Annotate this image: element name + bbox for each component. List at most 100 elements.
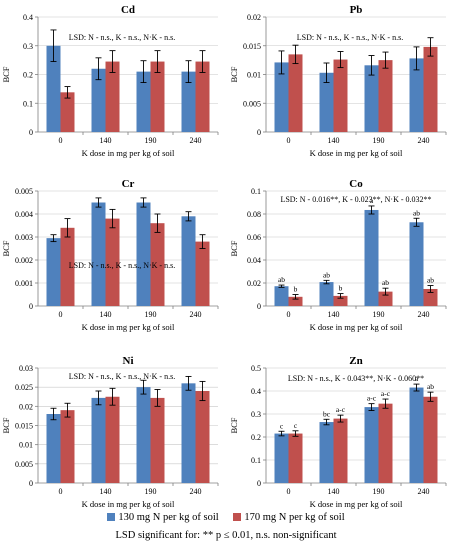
- ni-bar-130n: [46, 414, 61, 483]
- ni-x-tick-label: 240: [190, 487, 202, 496]
- cr-bar-170n: [150, 223, 165, 306]
- cr-y-tick-label: 0.003: [15, 233, 33, 242]
- co-x-tick-label: 240: [418, 310, 430, 319]
- pb-y-axis-label: BCF: [229, 66, 239, 82]
- ni-bar-130n: [136, 387, 151, 483]
- zn-significance-label: a-c: [336, 405, 346, 414]
- co-significance-label: b: [339, 284, 343, 293]
- pb-x-tick-label: 240: [418, 136, 430, 145]
- pb-y-tick-label: 0.02: [247, 13, 261, 22]
- ni-bar-130n: [91, 397, 106, 483]
- cd-lsd-annotation: LSD: N - n.s., K - n.s., N·K - n.s.: [69, 33, 175, 42]
- pb-x-tick-label: 190: [373, 136, 385, 145]
- cd-y-tick-label: 0.3: [23, 42, 33, 51]
- cr-x-tick-label: 240: [190, 310, 202, 319]
- cr-y-tick-label: 0: [29, 302, 33, 311]
- ni-y-tick-label: 0.03: [19, 364, 33, 373]
- zn-significance-label: a-c: [381, 389, 391, 398]
- co-chart-title: Co: [349, 178, 363, 190]
- pb-bar-130n: [319, 72, 334, 132]
- ni-y-tick-label: 0.01: [19, 441, 33, 450]
- zn-bar-170n: [423, 396, 438, 483]
- zn-x-tick-label: 240: [418, 487, 430, 496]
- cd-x-tick-label: 140: [100, 136, 112, 145]
- zn-y-axis-label: BCF: [229, 417, 239, 433]
- zn-y-tick-label: 0.2: [251, 433, 261, 442]
- ni-x-axis-label: K dose in mg per kg of soil: [82, 499, 175, 509]
- cr-bar-130n: [46, 238, 61, 306]
- co-lsd-annotation: LSD: N - 0.016**, K - 0.023**, N·K - 0.0…: [280, 195, 431, 204]
- co-x-tick-label: 0: [287, 310, 291, 319]
- cr-bar-130n: [181, 216, 196, 306]
- pb-bar-130n: [274, 62, 289, 132]
- co-significance-label: ab: [382, 278, 389, 287]
- zn-x-tick-label: 0: [287, 487, 291, 496]
- co-bar-170n: [378, 291, 393, 306]
- ni-bar-170n: [195, 391, 210, 483]
- cr-x-axis-label: K dose in mg per kg of soil: [82, 322, 175, 332]
- ni-y-axis-label: BCF: [1, 417, 11, 433]
- ni-y-tick-label: 0.02: [19, 402, 33, 411]
- cd-bar-130n: [136, 71, 151, 132]
- cr-y-tick-label: 0.002: [15, 256, 33, 265]
- zn-bar-170n: [378, 403, 393, 483]
- cd-y-tick-label: 0: [29, 128, 33, 137]
- zn-x-tick-label: 190: [373, 487, 385, 496]
- ni-x-tick-label: 0: [59, 487, 63, 496]
- cr-bar-170n: [195, 241, 210, 306]
- ni-chart-title: Ni: [123, 355, 134, 367]
- co-significance-label: ab: [278, 275, 285, 284]
- ni-x-tick-label: 190: [145, 487, 157, 496]
- co-bar-170n: [423, 288, 438, 306]
- legend-label-130n: 130 mg N per kg of soil: [118, 512, 219, 523]
- cr-bar-170n: [60, 227, 75, 306]
- zn-bar-130n: [319, 422, 334, 483]
- co-bar-170n: [333, 295, 348, 306]
- cd-x-tick-label: 0: [59, 136, 63, 145]
- pb-bar-170n: [333, 59, 348, 132]
- pb-y-tick-label: 0.005: [243, 99, 261, 108]
- ni-y-tick-label: 0.025: [15, 383, 33, 392]
- zn-bar-130n: [274, 433, 289, 483]
- ni-bar-170n: [150, 397, 165, 483]
- zn-y-tick-label: 0.4: [251, 387, 261, 396]
- zn-y-tick-label: 0: [257, 479, 261, 488]
- ni-y-tick-label: 0: [29, 479, 33, 488]
- cd-chart-title: Cd: [121, 4, 135, 16]
- cd-y-tick-label: 0.1: [23, 99, 33, 108]
- cd-bar-130n: [46, 45, 61, 132]
- co-x-axis-label: K dose in mg per kg of soil: [310, 322, 403, 332]
- zn-x-axis-label: K dose in mg per kg of soil: [310, 499, 403, 509]
- co-bar-130n: [319, 282, 334, 306]
- pb-y-tick-label: 0.01: [247, 71, 261, 80]
- legend: 130 mg N per kg of soil 170 mg N per kg …: [0, 512, 452, 523]
- co-y-tick-label: 0: [257, 302, 261, 311]
- co-y-axis-label: BCF: [229, 240, 239, 256]
- cd-x-tick-label: 190: [145, 136, 157, 145]
- ni-bar-170n: [105, 396, 120, 483]
- co-y-tick-label: 0.08: [247, 210, 261, 219]
- cd-y-axis-label: BCF: [1, 66, 11, 82]
- co-bar-130n: [274, 286, 289, 306]
- co-y-tick-label: 0.1: [251, 187, 261, 196]
- significance-note: LSD significant for: ** p ≤ 0.01, n.s. n…: [115, 530, 337, 541]
- cr-x-tick-label: 0: [59, 310, 63, 319]
- legend-swatch-130n: [107, 513, 116, 521]
- zn-bar-130n: [364, 407, 379, 483]
- cr-bar-170n: [105, 218, 120, 306]
- pb-y-tick-label: 0: [257, 128, 261, 137]
- pb-bar-170n: [288, 54, 303, 132]
- cr-bar-130n: [136, 202, 151, 306]
- cr-y-axis-label: BCF: [1, 240, 11, 256]
- pb-bar-170n: [378, 60, 393, 132]
- co-y-tick-label: 0.02: [247, 279, 261, 288]
- ni-y-tick-label: 0.015: [15, 422, 33, 431]
- cr-x-tick-label: 140: [100, 310, 112, 319]
- zn-bar-170n: [288, 433, 303, 483]
- cd-y-tick-label: 0.2: [23, 71, 33, 80]
- cd-bar-170n: [195, 61, 210, 132]
- pb-bar-130n: [409, 58, 424, 132]
- legend-item-130n: 130 mg N per kg of soil: [107, 512, 221, 523]
- ni-bar-170n: [60, 410, 75, 483]
- zn-chart-title: Zn: [349, 355, 362, 367]
